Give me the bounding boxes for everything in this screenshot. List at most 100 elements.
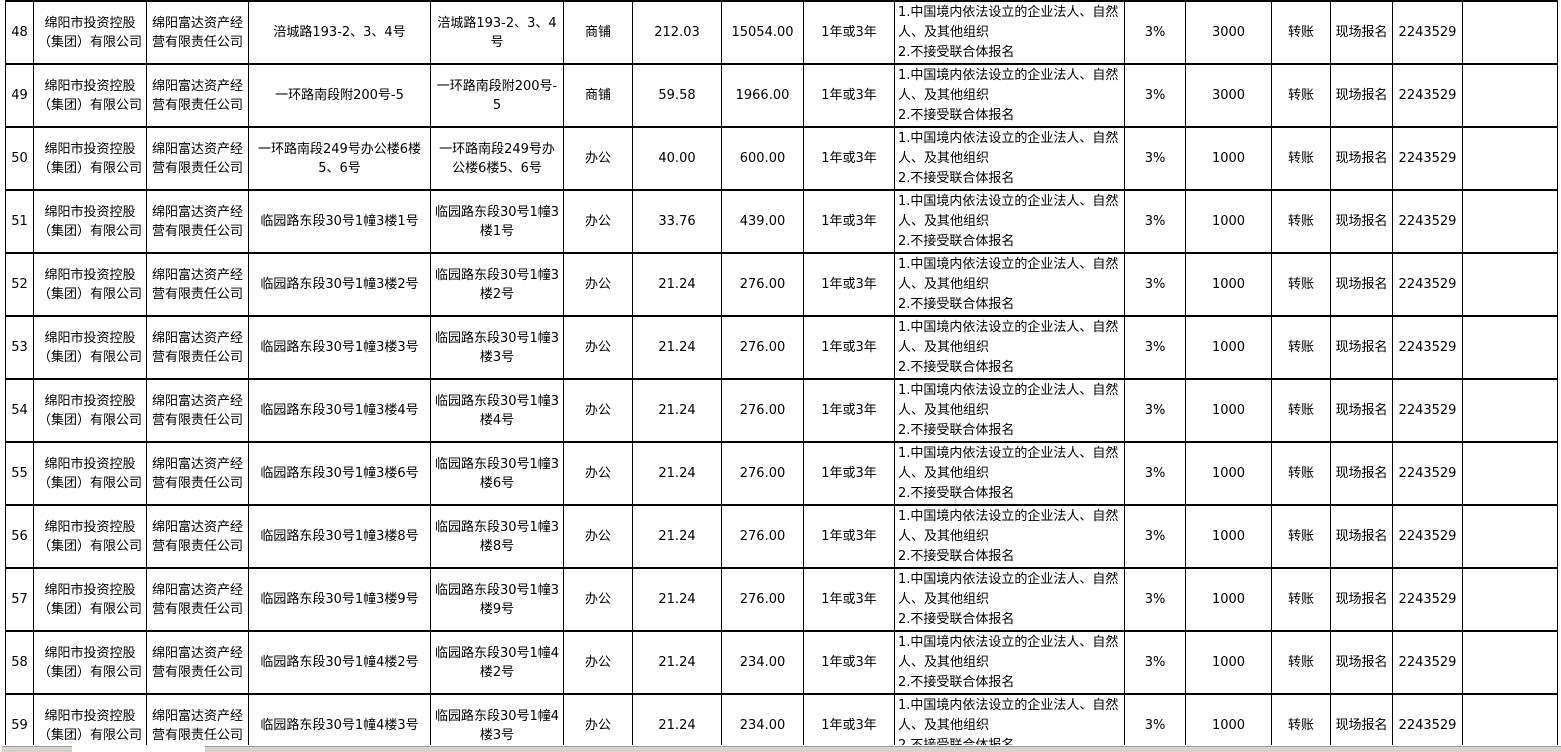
cell-usage-type[interactable]: 办公	[563, 441, 633, 506]
cell-rate[interactable]: 3%	[1124, 504, 1186, 569]
cell-contact-number[interactable]: 2243529	[1392, 378, 1463, 443]
cell-registration-method[interactable]: 现场报名	[1330, 693, 1393, 752]
cell-lease-term[interactable]: 1年或3年	[803, 504, 895, 569]
cell-owner-company[interactable]: 绵阳市投资控股（集团）有限公司	[33, 126, 147, 191]
cell-contact-number[interactable]: 2243529	[1392, 630, 1463, 695]
cell-address-confirm[interactable]: 临园路东段30号1幢3楼8号	[430, 504, 564, 569]
cell-bidder-requirements[interactable]: 1.中国境内依法设立的企业法人、自然人、及其他组织 2.不接受联合体报名	[894, 630, 1125, 695]
cell-bidder-requirements[interactable]: 1.中国境内依法设立的企业法人、自然人、及其他组织 2.不接受联合体报名	[894, 189, 1125, 254]
cell-address[interactable]: 临园路东段30号1幢3楼9号	[248, 567, 431, 632]
cell-usage-type[interactable]: 办公	[563, 252, 633, 317]
cell-area[interactable]: 21.24	[632, 252, 722, 317]
cell-row-number[interactable]: 56	[5, 504, 34, 569]
cell-address[interactable]: 一环路南段附200号-5	[248, 63, 431, 128]
cell-row-number[interactable]: 51	[5, 189, 34, 254]
cell-lease-term[interactable]: 1年或3年	[803, 693, 895, 752]
cell-rate[interactable]: 3%	[1124, 189, 1186, 254]
cell-address[interactable]: 临园路东段30号1幢4楼3号	[248, 693, 431, 752]
cell-rate[interactable]: 3%	[1124, 63, 1186, 128]
cell-lease-term[interactable]: 1年或3年	[803, 441, 895, 506]
cell-contact-number[interactable]: 2243529	[1392, 63, 1463, 128]
cell-payment-method[interactable]: 转账	[1271, 189, 1331, 254]
cell-owner-company[interactable]: 绵阳市投资控股（集团）有限公司	[33, 567, 147, 632]
cell-deposit[interactable]: 1000	[1185, 189, 1272, 254]
cell-usage-type[interactable]: 办公	[563, 126, 633, 191]
cell-address[interactable]: 临园路东段30号1幢3楼8号	[248, 504, 431, 569]
cell-owner-company[interactable]: 绵阳市投资控股（集团）有限公司	[33, 630, 147, 695]
cell-registration-method[interactable]: 现场报名	[1330, 0, 1393, 65]
cell-usage-type[interactable]: 办公	[563, 189, 633, 254]
cell-registration-method[interactable]: 现场报名	[1330, 189, 1393, 254]
cell-bidder-requirements[interactable]: 1.中国境内依法设立的企业法人、自然人、及其他组织 2.不接受联合体报名	[894, 378, 1125, 443]
cell-area[interactable]: 212.03	[632, 0, 722, 65]
cell-row-number[interactable]: 54	[5, 378, 34, 443]
cell-operating-company[interactable]: 绵阳富达资产经营有限责任公司	[146, 63, 249, 128]
cell-usage-type[interactable]: 办公	[563, 315, 633, 380]
cell-operating-company[interactable]: 绵阳富达资产经营有限责任公司	[146, 504, 249, 569]
cell-bidder-requirements[interactable]: 1.中国境内依法设立的企业法人、自然人、及其他组织 2.不接受联合体报名	[894, 126, 1125, 191]
cell-deposit[interactable]: 3000	[1185, 63, 1272, 128]
cell-deposit[interactable]: 1000	[1185, 504, 1272, 569]
cell-owner-company[interactable]: 绵阳市投资控股（集团）有限公司	[33, 504, 147, 569]
cell-address[interactable]: 临园路东段30号1幢3楼3号	[248, 315, 431, 380]
cell-deposit[interactable]: 1000	[1185, 252, 1272, 317]
cell-owner-company[interactable]: 绵阳市投资控股（集团）有限公司	[33, 0, 147, 65]
cell-address-confirm[interactable]: 临园路东段30号1幢3楼4号	[430, 378, 564, 443]
cell-area[interactable]: 33.76	[632, 189, 722, 254]
cell-payment-method[interactable]: 转账	[1271, 441, 1331, 506]
cell-bidder-requirements[interactable]: 1.中国境内依法设立的企业法人、自然人、及其他组织 2.不接受联合体报名	[894, 252, 1125, 317]
cell-area[interactable]: 40.00	[632, 126, 722, 191]
cell-operating-company[interactable]: 绵阳富达资产经营有限责任公司	[146, 189, 249, 254]
cell-operating-company[interactable]: 绵阳富达资产经营有限责任公司	[146, 126, 249, 191]
cell-lease-term[interactable]: 1年或3年	[803, 63, 895, 128]
cell-address[interactable]: 一环路南段249号办公楼6楼5、6号	[248, 126, 431, 191]
cell-empty[interactable]	[1462, 693, 1558, 752]
cell-rate[interactable]: 3%	[1124, 441, 1186, 506]
cell-bidder-requirements[interactable]: 1.中国境内依法设立的企业法人、自然人、及其他组织 2.不接受联合体报名	[894, 693, 1125, 752]
cell-price[interactable]: 1966.00	[721, 63, 804, 128]
cell-area[interactable]: 59.58	[632, 63, 722, 128]
cell-usage-type[interactable]: 办公	[563, 630, 633, 695]
cell-bidder-requirements[interactable]: 1.中国境内依法设立的企业法人、自然人、及其他组织 2.不接受联合体报名	[894, 504, 1125, 569]
cell-payment-method[interactable]: 转账	[1271, 63, 1331, 128]
cell-rate[interactable]: 3%	[1124, 693, 1186, 752]
cell-rate[interactable]: 3%	[1124, 126, 1186, 191]
cell-price[interactable]: 439.00	[721, 189, 804, 254]
cell-bidder-requirements[interactable]: 1.中国境内依法设立的企业法人、自然人、及其他组织 2.不接受联合体报名	[894, 315, 1125, 380]
cell-payment-method[interactable]: 转账	[1271, 252, 1331, 317]
cell-area[interactable]: 21.24	[632, 315, 722, 380]
cell-lease-term[interactable]: 1年或3年	[803, 630, 895, 695]
cell-lease-term[interactable]: 1年或3年	[803, 315, 895, 380]
cell-rate[interactable]: 3%	[1124, 567, 1186, 632]
cell-area[interactable]: 21.24	[632, 630, 722, 695]
cell-owner-company[interactable]: 绵阳市投资控股（集团）有限公司	[33, 63, 147, 128]
cell-row-number[interactable]: 49	[5, 63, 34, 128]
cell-row-number[interactable]: 52	[5, 252, 34, 317]
cell-registration-method[interactable]: 现场报名	[1330, 252, 1393, 317]
cell-rate[interactable]: 3%	[1124, 0, 1186, 65]
cell-payment-method[interactable]: 转账	[1271, 630, 1331, 695]
cell-owner-company[interactable]: 绵阳市投资控股（集团）有限公司	[33, 189, 147, 254]
cell-payment-method[interactable]: 转账	[1271, 315, 1331, 380]
cell-usage-type[interactable]: 商铺	[563, 0, 633, 65]
cell-contact-number[interactable]: 2243529	[1392, 315, 1463, 380]
cell-deposit[interactable]: 1000	[1185, 315, 1272, 380]
cell-owner-company[interactable]: 绵阳市投资控股（集团）有限公司	[33, 693, 147, 752]
cell-rate[interactable]: 3%	[1124, 315, 1186, 380]
cell-payment-method[interactable]: 转账	[1271, 126, 1331, 191]
cell-payment-method[interactable]: 转账	[1271, 567, 1331, 632]
cell-registration-method[interactable]: 现场报名	[1330, 567, 1393, 632]
cell-deposit[interactable]: 1000	[1185, 567, 1272, 632]
cell-contact-number[interactable]: 2243529	[1392, 567, 1463, 632]
cell-operating-company[interactable]: 绵阳富达资产经营有限责任公司	[146, 252, 249, 317]
cell-payment-method[interactable]: 转账	[1271, 378, 1331, 443]
cell-address-confirm[interactable]: 临园路东段30号1幢3楼3号	[430, 315, 564, 380]
cell-lease-term[interactable]: 1年或3年	[803, 126, 895, 191]
cell-empty[interactable]	[1462, 441, 1558, 506]
cell-row-number[interactable]: 57	[5, 567, 34, 632]
cell-registration-method[interactable]: 现场报名	[1330, 441, 1393, 506]
cell-bidder-requirements[interactable]: 1.中国境内依法设立的企业法人、自然人、及其他组织 2.不接受联合体报名	[894, 441, 1125, 506]
cell-contact-number[interactable]: 2243529	[1392, 0, 1463, 65]
cell-row-number[interactable]: 50	[5, 126, 34, 191]
cell-payment-method[interactable]: 转账	[1271, 0, 1331, 65]
